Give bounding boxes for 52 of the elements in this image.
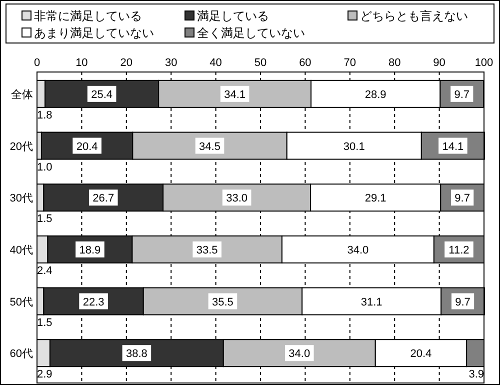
legend-label: 全く満足していない <box>197 26 305 40</box>
x-tick-label: 100 <box>474 57 494 69</box>
data-label: 3.9 <box>468 368 484 381</box>
data-label: 33.0 <box>226 192 248 205</box>
data-label: 34.5 <box>199 140 220 153</box>
y-tick-label: 50代 <box>10 296 33 308</box>
x-tick-label: 0 <box>34 57 40 69</box>
data-label: 29.1 <box>364 192 386 205</box>
x-tick-label: 80 <box>388 57 401 69</box>
data-label: 28.9 <box>364 88 386 101</box>
y-tick-label: 40代 <box>10 244 33 256</box>
x-tick-label: 10 <box>76 57 88 69</box>
x-tick-label: 60 <box>299 57 312 69</box>
data-label: 2.9 <box>37 368 52 381</box>
data-label: 1.5 <box>37 316 52 329</box>
y-tick-label: 20代 <box>10 140 33 153</box>
x-tick-label: 40 <box>210 57 222 69</box>
x-tick-label: 70 <box>344 57 356 69</box>
data-label: 1.8 <box>37 109 52 122</box>
data-label: 26.7 <box>92 192 114 205</box>
data-label: 31.1 <box>360 296 382 308</box>
data-label: 18.9 <box>79 244 101 256</box>
y-tick-label: 全体 <box>11 88 33 101</box>
x-tick-label: 30 <box>164 57 178 69</box>
data-label: 1.0 <box>37 161 52 174</box>
data-label: 20.4 <box>410 348 432 360</box>
data-label: 34.1 <box>224 88 246 101</box>
legend-label: あまり満足していない <box>34 26 154 40</box>
data-label: 34.0 <box>288 348 310 360</box>
legend-label: 非常に満足している <box>34 9 142 23</box>
y-tick-label: 60代 <box>10 348 33 360</box>
data-label: 20.4 <box>76 140 98 153</box>
data-label: 9.7 <box>454 88 470 101</box>
data-label: 30.1 <box>343 140 365 153</box>
data-label: 38.8 <box>126 348 148 360</box>
data-label: 34.0 <box>347 244 369 256</box>
data-label: 9.7 <box>454 192 470 205</box>
data-label: 33.5 <box>196 244 218 256</box>
x-tick-label: 20 <box>120 57 133 69</box>
x-tick-label: 50 <box>254 57 267 69</box>
data-label: 9.7 <box>455 296 470 308</box>
legend-label: どちらとも言えない <box>360 9 468 23</box>
data-label: 2.4 <box>37 264 52 277</box>
data-label: 11.2 <box>448 244 470 256</box>
data-label: 1.5 <box>37 213 52 226</box>
data-label: 14.1 <box>442 140 464 153</box>
y-tick-label: 30代 <box>10 192 33 205</box>
x-tick-label: 90 <box>433 57 446 69</box>
data-label: 25.4 <box>91 88 113 101</box>
legend-label: 満足している <box>197 9 269 23</box>
data-label: 22.3 <box>82 296 104 308</box>
data-label: 35.5 <box>212 296 234 308</box>
